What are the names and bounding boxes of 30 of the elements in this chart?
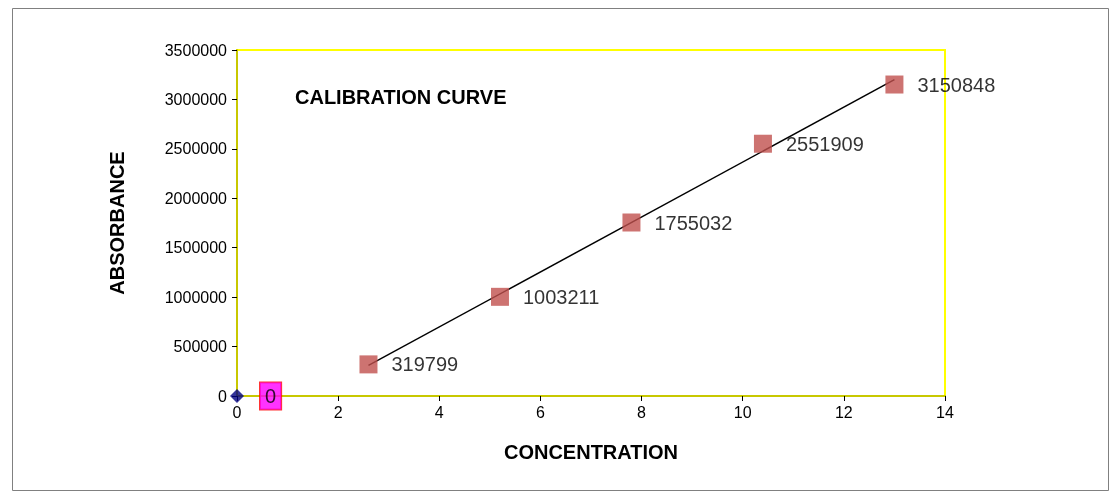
data-label: 1755032	[654, 211, 733, 234]
text: CALIBRATION CURVE	[295, 86, 507, 108]
data-label: 0	[265, 385, 277, 407]
y-axis-title: ABSORBANCE	[106, 151, 128, 295]
y-tick-label: 500000	[173, 338, 228, 356]
data-label: 1003211	[522, 285, 600, 308]
x-tick-label: 2	[333, 403, 343, 421]
y-tick-label: 2500000	[164, 140, 228, 158]
x-tick-label: 12	[834, 403, 853, 421]
x-tick-label: 10	[733, 403, 752, 421]
point	[490, 287, 509, 306]
x-tick-label: 0	[232, 403, 242, 421]
x-tick-label: 8	[637, 403, 647, 421]
x-tick-label: 14	[936, 403, 954, 421]
point	[885, 75, 904, 94]
point	[622, 213, 641, 232]
point	[230, 389, 244, 403]
y-tick-label: 2000000	[164, 189, 228, 207]
y-tick-label: 3500000	[164, 41, 228, 59]
x-tick-label: 4	[434, 403, 444, 421]
y-tick-label: 1000000	[164, 288, 228, 306]
y-tick-label: 0	[218, 387, 228, 405]
x-axis-title: CONCENTRATION	[503, 441, 679, 463]
y-tick-label: 3000000	[164, 90, 228, 108]
point	[359, 355, 378, 374]
x-tick-label: 6	[535, 403, 545, 421]
point	[753, 134, 772, 153]
data-label: 2551909	[785, 132, 864, 155]
data-label: 319799	[391, 353, 459, 376]
y-tick-label: 1500000	[164, 239, 228, 257]
